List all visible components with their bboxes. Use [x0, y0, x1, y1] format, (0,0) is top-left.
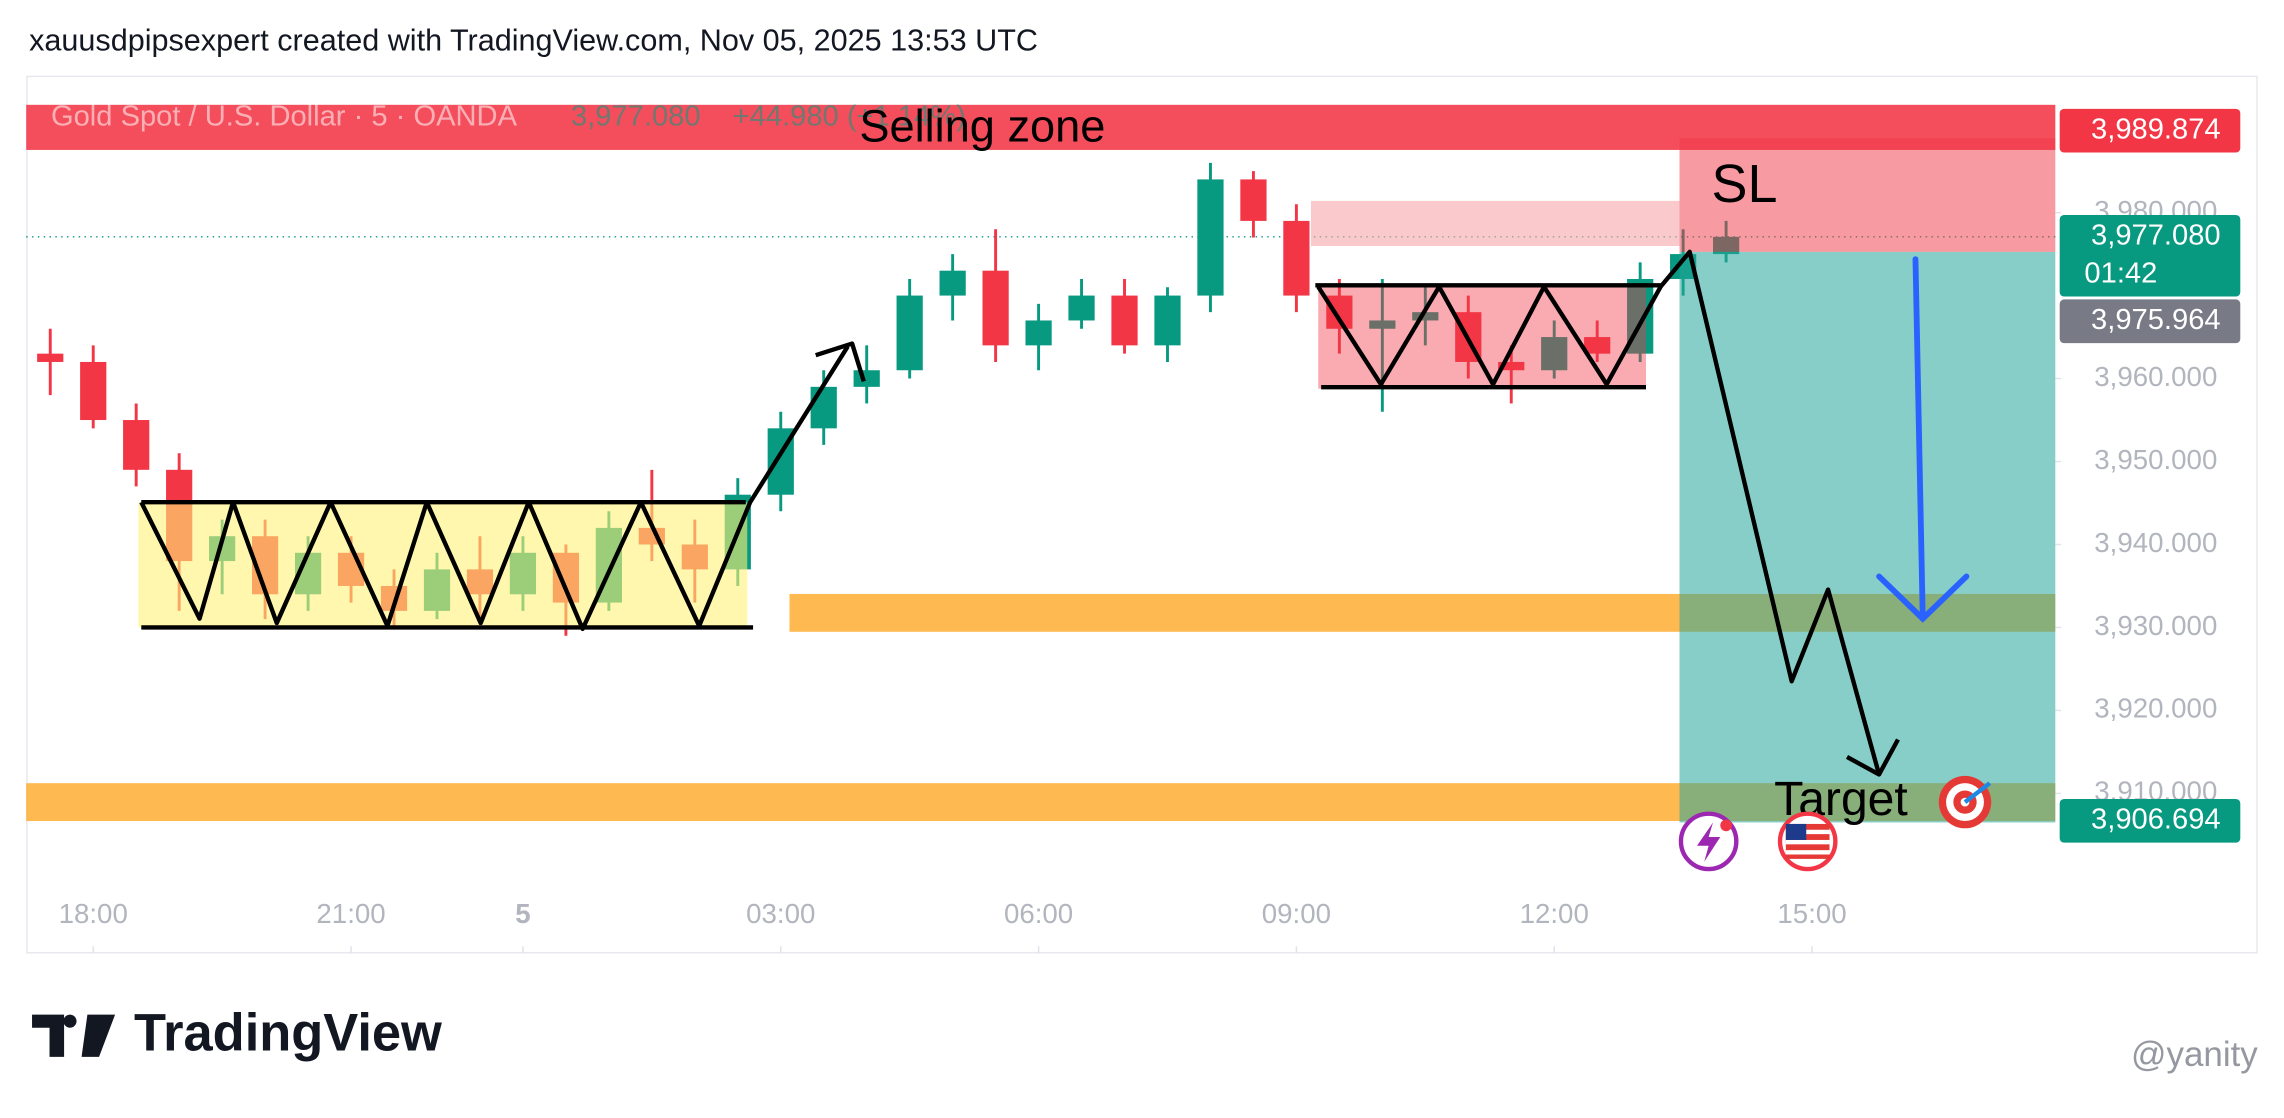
arrowhead [1845, 738, 1900, 777]
candle-body [1584, 337, 1611, 354]
price-tag [2059, 214, 2241, 297]
candle-body [1025, 320, 1052, 346]
candle-body [1412, 312, 1439, 321]
candle-body [80, 361, 107, 421]
annotation: Selling zone [859, 100, 1105, 151]
header: xauusdpipsexpert created with TradingVie… [29, 23, 1038, 57]
logo-text: TradingView [134, 1004, 442, 1062]
y-tick-label: 3,960.000 [2094, 361, 2217, 392]
candle-body [37, 353, 64, 362]
price-tag-label: 3,989.874 [2091, 113, 2221, 145]
x-tick-label: 12:00 [1520, 898, 1589, 929]
price-tag-label: 3,977.080 [2091, 220, 2221, 252]
candle-body [939, 270, 966, 296]
chart-frame [26, 75, 2258, 954]
drawings: Gold Spot / U.S. Dollar · 5 · OANDA 3,97… [26, 100, 2056, 872]
zigzag [139, 345, 850, 632]
candle-body [982, 270, 1009, 346]
annotation: SL [1712, 154, 1778, 214]
zone [1310, 200, 1680, 247]
y-tick-label: 3,930.000 [2094, 610, 2217, 641]
legend-change: +44.980 (+1.14%) [733, 101, 966, 133]
candle-body [123, 420, 150, 470]
x-tick-label: 18:00 [59, 898, 128, 929]
candle-body [1498, 361, 1525, 371]
candle-body [1111, 295, 1138, 346]
symbol-title: Gold Spot / U.S. Dollar · 5 · OANDA [51, 101, 518, 133]
event-icon [1777, 811, 1838, 872]
countdown: 01:42 [2084, 257, 2157, 289]
candle-body [1283, 220, 1310, 296]
x-tick-label: 09:00 [1262, 898, 1331, 929]
arrow [1912, 256, 1926, 622]
zigzag [1316, 249, 1882, 776]
x-tick-label: 21:00 [316, 898, 385, 929]
target-icon [1938, 775, 1992, 829]
price-tag [2059, 108, 2241, 153]
candle-body [1154, 295, 1181, 346]
candle-body [1240, 179, 1267, 221]
event-icon [1678, 811, 1739, 872]
y-tick-label: 3,920.000 [2094, 693, 2217, 724]
price-tag [2059, 799, 2241, 843]
logo: TradingView [32, 1004, 442, 1062]
price-tag-label: 3,975.964 [2091, 304, 2221, 336]
y-tick-label: 3,950.000 [2094, 444, 2217, 475]
x-tick-label: 5 [515, 898, 530, 929]
watermark: @yanity [2131, 1035, 2258, 1074]
price-tag [2059, 299, 2241, 344]
legend-price: 3,977.080 [571, 101, 701, 133]
candle-body [896, 295, 923, 371]
x-tick-label: 06:00 [1004, 898, 1073, 929]
candle-body [810, 386, 837, 429]
x-tick-label: 03:00 [746, 898, 815, 929]
candle-body [1369, 320, 1396, 329]
y-tick-label: 3,940.000 [2094, 527, 2217, 558]
candle-body [853, 370, 880, 387]
stop-box [1679, 138, 2056, 252]
price-tag-label: 3,906.694 [2091, 804, 2221, 836]
arrowhead [1876, 573, 1970, 623]
candle-body [1197, 179, 1224, 296]
candle-body [1068, 295, 1095, 321]
x-tick-label: 15:00 [1777, 898, 1846, 929]
candle-body [1541, 337, 1568, 371]
price-tags: 3,989.874 3,977.080 01:42 3,975.964 3,906.69… [2059, 108, 2241, 843]
arrowhead [815, 341, 866, 383]
